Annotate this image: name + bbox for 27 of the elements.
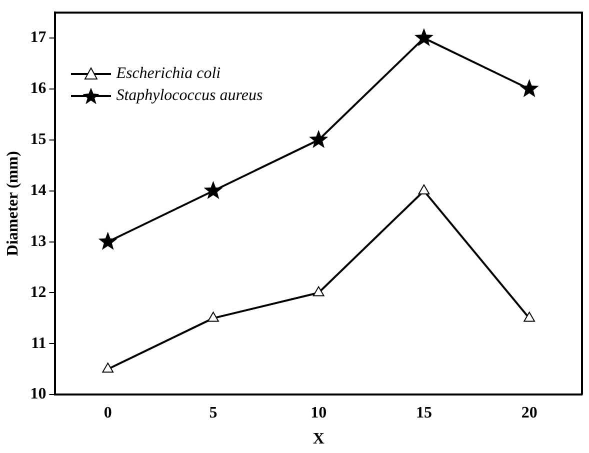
legend-label: Escherichia coli — [116, 64, 221, 83]
x-tick-label: 20 — [521, 404, 538, 422]
point — [414, 28, 434, 46]
y-axis-title: Diameter (mm) — [4, 151, 22, 256]
x-tick-label: 15 — [416, 404, 432, 422]
x-axis-title: X — [312, 430, 325, 448]
point — [520, 79, 539, 98]
point — [102, 362, 114, 373]
y-tick-label: 12 — [30, 284, 46, 301]
y-tick-label: 14 — [30, 182, 46, 200]
y-tick-label: 13 — [30, 232, 46, 250]
point — [418, 184, 430, 194]
x-tick-label: 5 — [209, 404, 218, 422]
point — [208, 312, 219, 322]
legend-label: Staphylococcus aureus — [116, 86, 263, 105]
y-tick-label: 16 — [30, 80, 46, 98]
x-tick-label: 0 — [104, 404, 112, 422]
y-tick-label: 17 — [30, 29, 46, 46]
y-tick-label: 11 — [31, 334, 46, 352]
point — [204, 180, 223, 199]
point — [312, 286, 324, 296]
x-tick-label: 10 — [310, 404, 327, 422]
point — [98, 232, 118, 250]
point — [524, 312, 536, 322]
y-tick-label: 15 — [30, 131, 46, 148]
point — [309, 130, 328, 148]
y-tick-label: 10 — [30, 386, 46, 403]
